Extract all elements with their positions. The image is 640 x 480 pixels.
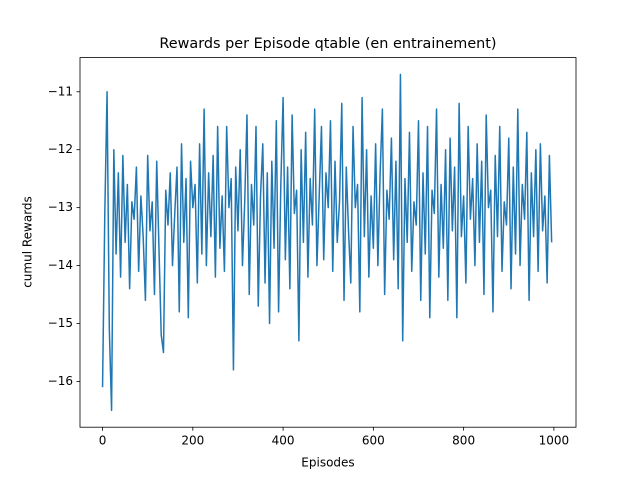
y-tick-label: −13 <box>48 200 73 214</box>
y-tick-label: −14 <box>48 258 73 272</box>
y-tick-label: −12 <box>48 142 73 156</box>
chart-title: Rewards per Episode qtable (en entrainem… <box>159 36 496 52</box>
x-tick-label: 0 <box>99 434 107 448</box>
y-tick-label: −16 <box>48 374 73 388</box>
data-line <box>101 73 553 412</box>
y-tick-label: −15 <box>48 316 73 330</box>
y-axis-label: cumul Rewards <box>21 196 35 288</box>
x-tick-label: 800 <box>452 434 475 448</box>
y-tick-label: −11 <box>48 84 73 98</box>
x-tick-label: 200 <box>181 434 204 448</box>
x-axis-label: Episodes <box>301 456 354 470</box>
x-tick-label: 400 <box>272 434 295 448</box>
x-tick-label: 600 <box>362 434 385 448</box>
x-tick-label: 1000 <box>539 434 570 448</box>
plot-frame <box>79 57 577 428</box>
